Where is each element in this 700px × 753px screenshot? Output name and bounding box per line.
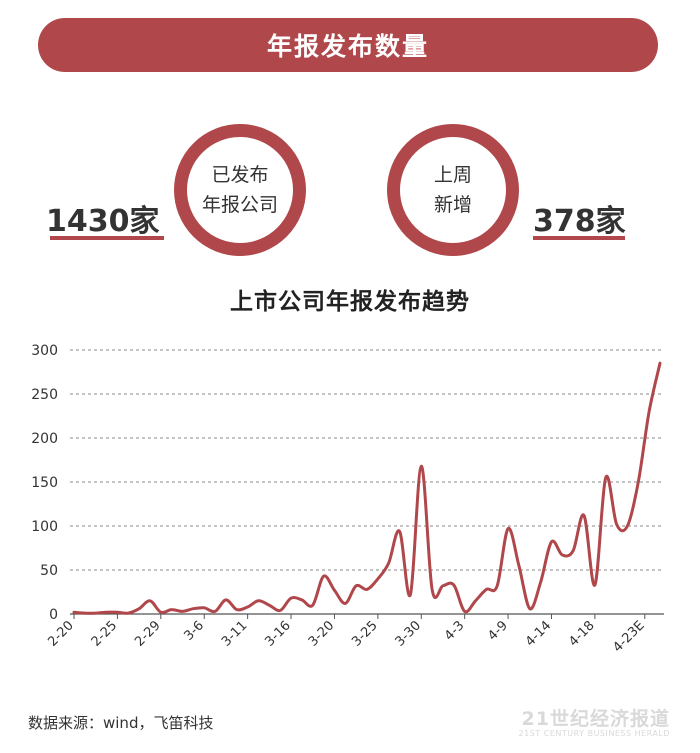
y-tick-label: 0	[49, 607, 58, 623]
brand-watermark: 21世纪经济报道 21ST CENTURY BUSINESS HERALD	[519, 704, 670, 738]
data-source: 数据来源：wind，飞笛科技	[28, 714, 214, 732]
x-tick-label: 3-11	[219, 618, 250, 649]
y-tick-label: 100	[31, 519, 58, 535]
published-label-2: 年报公司	[201, 194, 278, 216]
weekly-label-1: 上周	[433, 164, 472, 186]
series-line	[72, 361, 662, 615]
x-tick-label: 3-6	[181, 618, 207, 644]
y-tick-label: 250	[31, 387, 58, 403]
x-tick-label: 4-18	[566, 618, 597, 649]
x-tick-label: 3-20	[306, 618, 337, 649]
brand-en: 21ST CENTURY BUSINESS HERALD	[518, 729, 670, 738]
x-tick-label: 2-25	[89, 618, 120, 649]
brand-cn: 21世纪经济报道	[521, 708, 670, 730]
x-tick-label: 3-16	[262, 618, 293, 649]
weekly-label-2: 新增	[433, 194, 472, 216]
x-tick-label: 4-14	[523, 618, 554, 649]
published-underline	[50, 236, 164, 240]
x-tick-label: 4-23E	[610, 618, 647, 655]
y-tick-label: 200	[31, 431, 58, 447]
chart-title: 上市公司年报发布趋势	[230, 289, 470, 315]
x-tick-label: 4-9	[485, 618, 511, 644]
header-banner: 年报发布数量	[38, 18, 658, 72]
x-tick-label: 3-25	[349, 618, 380, 649]
x-tick-label: 4-3	[442, 618, 468, 644]
x-tick-label: 2-29	[132, 618, 163, 649]
y-tick-label: 150	[31, 475, 58, 491]
weekly-count: 378家	[533, 204, 626, 239]
x-tick-label: 3-30	[393, 618, 424, 649]
y-tick-label: 50	[40, 563, 58, 579]
banner-title: 年报发布数量	[266, 32, 429, 61]
weekly-underline	[533, 236, 625, 240]
published-label-1: 已发布	[211, 164, 269, 186]
published-count: 1430家	[46, 204, 160, 239]
y-tick-label: 300	[31, 343, 58, 359]
